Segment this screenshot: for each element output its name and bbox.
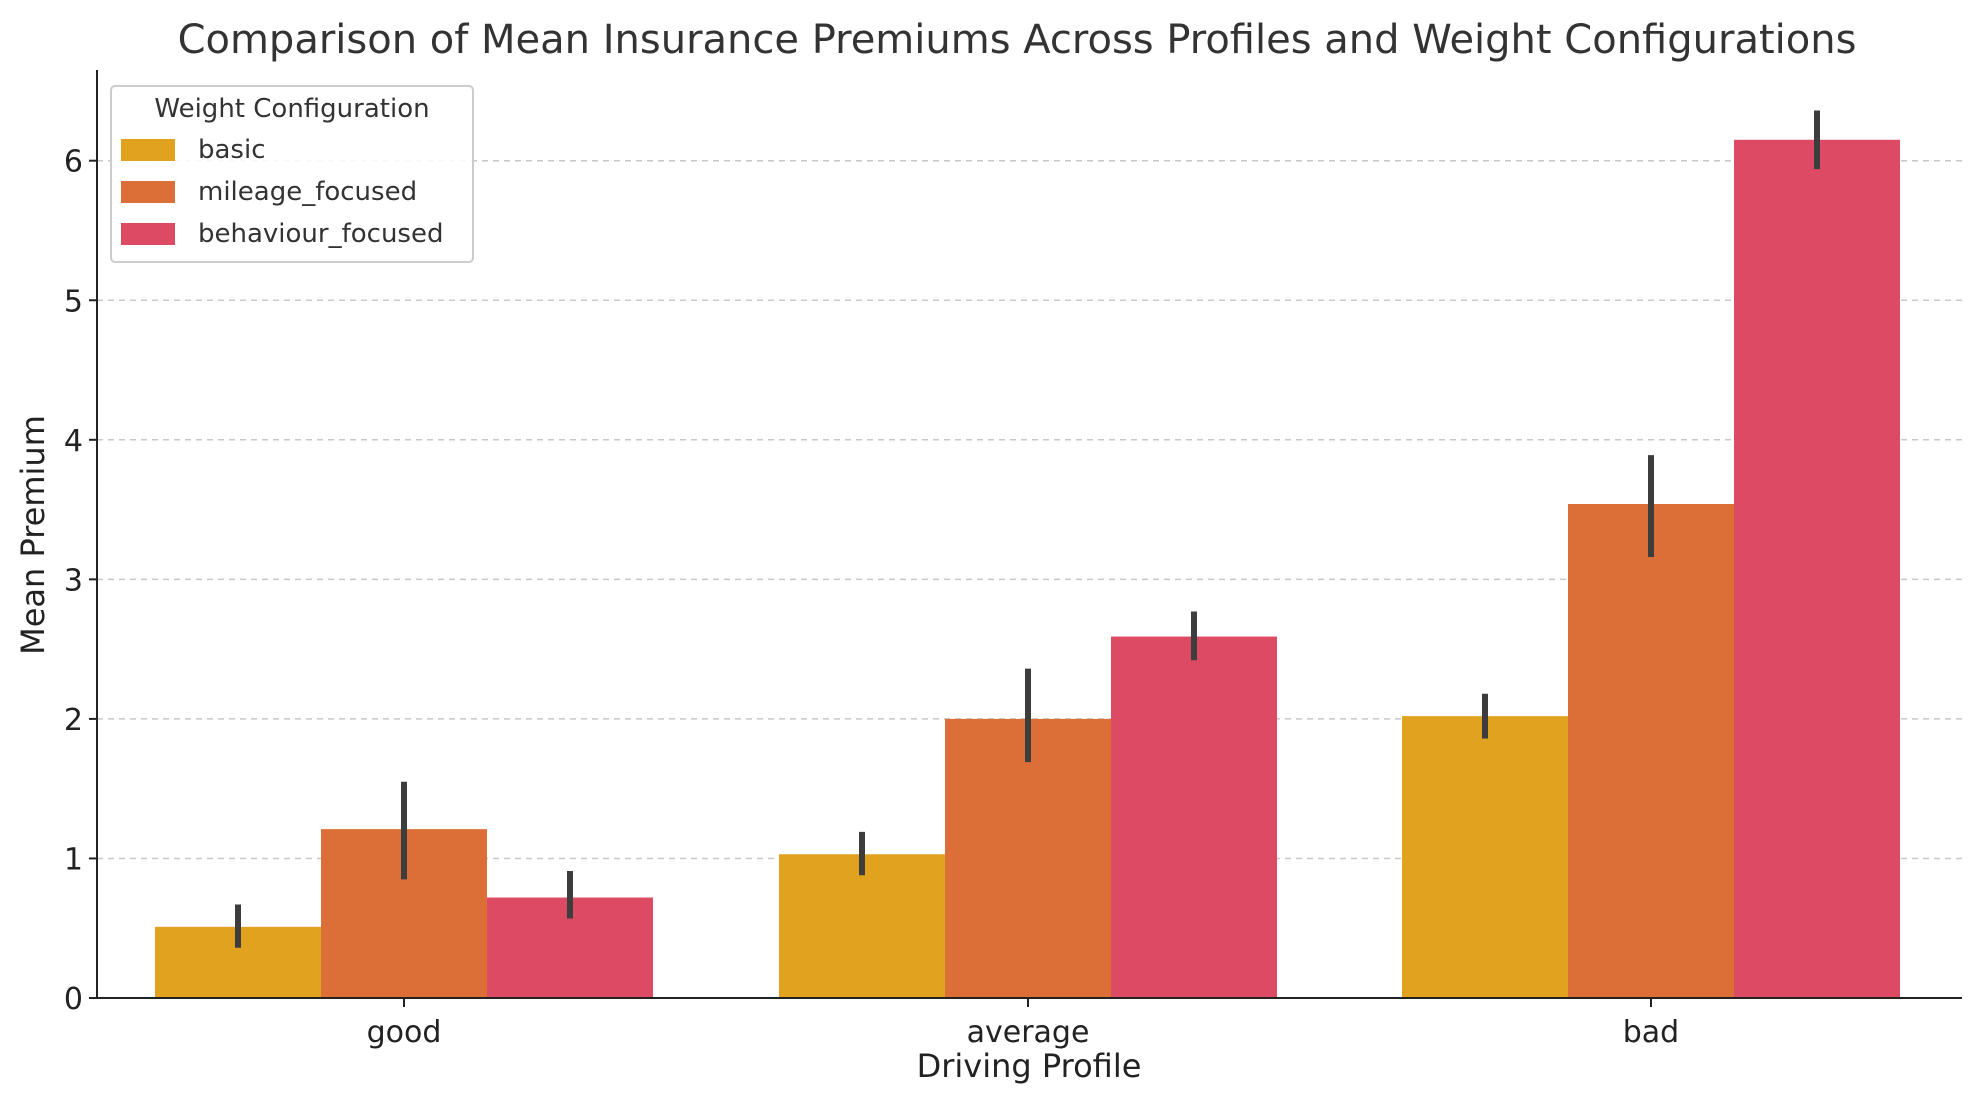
bar-mileage_focused-average xyxy=(945,718,1111,998)
y-tick-label: 5 xyxy=(64,284,83,319)
y-tick-label: 2 xyxy=(64,703,83,738)
y-tick-label: 3 xyxy=(64,563,83,598)
bar-basic-average xyxy=(779,854,945,998)
legend: Weight Configuration basic mileage_focuse… xyxy=(110,85,474,263)
bar-behaviour_focused-average xyxy=(1111,636,1277,998)
legend-swatch-behaviour_focused xyxy=(121,223,175,245)
y-axis-ticks: 0 1 2 3 4 5 6 xyxy=(64,145,97,1017)
x-axis-ticks: good average bad xyxy=(367,998,1679,1050)
legend-label-mileage_focused: mileage_focused xyxy=(198,177,417,207)
legend-items: basic mileage_focused behaviour_focused xyxy=(121,135,443,249)
legend-frame xyxy=(110,85,474,263)
y-tick-label: 1 xyxy=(64,842,83,877)
bars xyxy=(155,139,1900,999)
legend-label-basic: basic xyxy=(198,135,266,165)
bar-behaviour_focused-bad xyxy=(1734,139,1900,999)
legend-swatch-mileage_focused xyxy=(121,181,175,203)
y-axis-label: Mean Premium xyxy=(14,415,52,655)
x-axis-label: Driving Profile xyxy=(917,1047,1142,1085)
legend-label-behaviour_focused: behaviour_focused xyxy=(198,219,443,249)
legend-swatch-basic xyxy=(121,139,175,161)
x-tick-label: bad xyxy=(1623,1015,1679,1050)
y-tick-label: 4 xyxy=(64,424,83,459)
chart-title: Comparison of Mean Insurance Premiums Ac… xyxy=(178,17,1857,63)
x-tick-label: good xyxy=(367,1015,442,1050)
legend-title: Weight Configuration xyxy=(154,94,429,124)
bar-mileage_focused-bad xyxy=(1568,503,1734,998)
x-tick-label: average xyxy=(967,1015,1090,1050)
y-tick-label: 0 xyxy=(64,982,83,1017)
bar-basic-bad xyxy=(1402,716,1568,998)
y-tick-label: 6 xyxy=(64,145,83,180)
error-bars xyxy=(235,110,1820,948)
